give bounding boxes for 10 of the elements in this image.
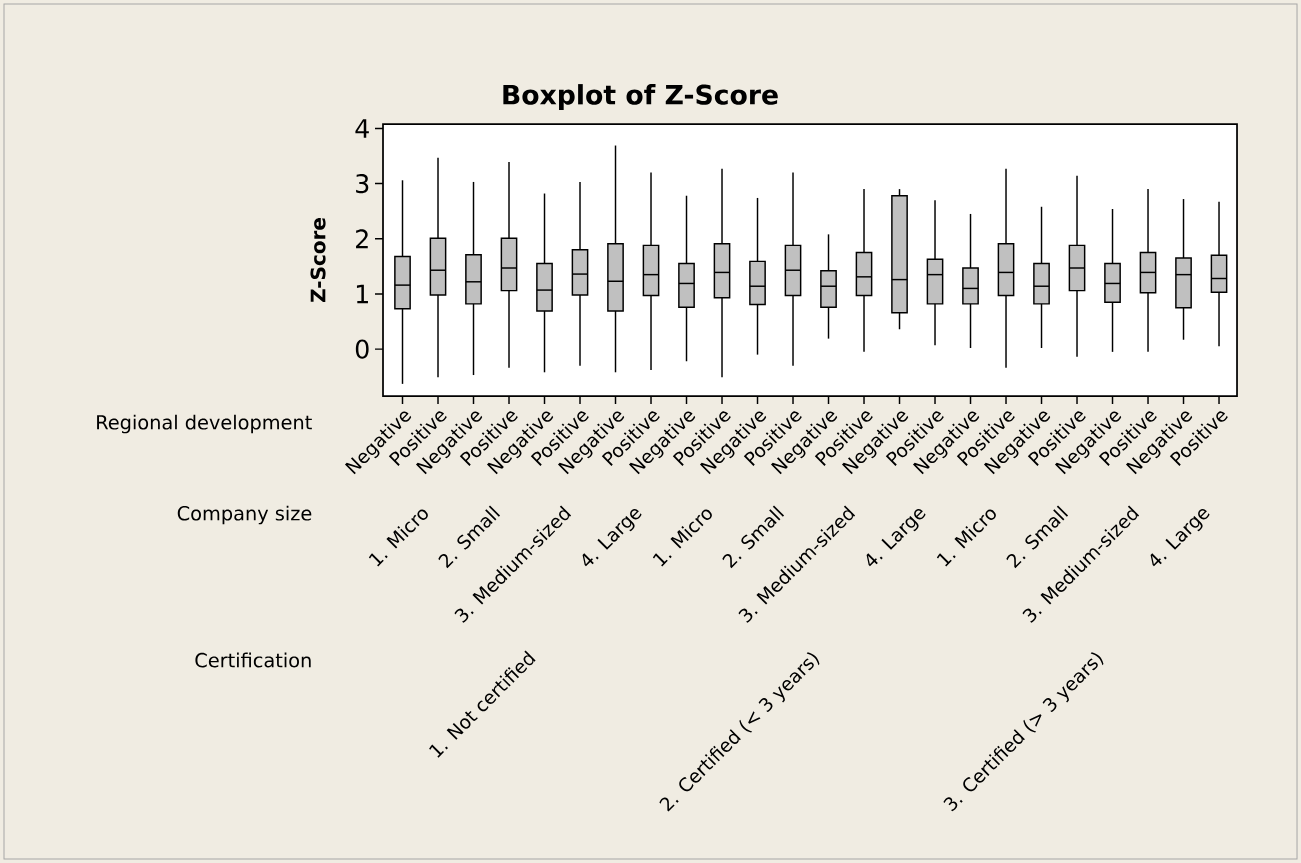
chart-title: Boxplot of Z-Score (503, 84, 778, 110)
text: Certification (195, 652, 311, 668)
y-tick-label: 1 (356, 284, 368, 304)
y-tick-label: 3 (356, 174, 369, 194)
y-tick-label: 0 (355, 339, 369, 359)
text: Company size (177, 505, 312, 525)
y-tick-label: 4 (355, 119, 369, 138)
text: Regional development (97, 414, 312, 434)
y-axis-title: Z-Score (310, 218, 326, 303)
y-tick-label: 2 (356, 229, 368, 249)
